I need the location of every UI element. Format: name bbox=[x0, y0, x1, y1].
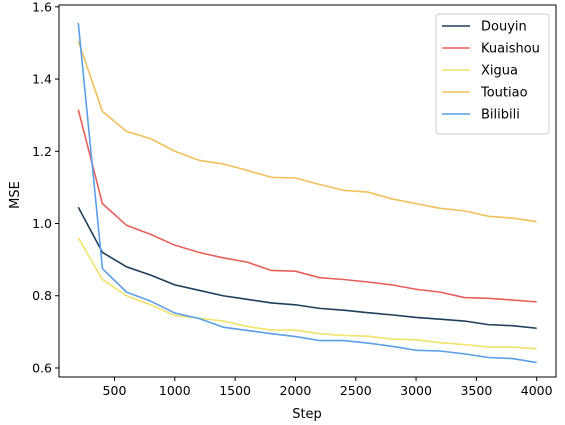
legend-label-douyin: Douyin bbox=[481, 20, 527, 35]
series-line-toutiao bbox=[77, 40, 537, 223]
legend-label-xigua: Xigua bbox=[481, 64, 518, 79]
legend: Douyin Kuaishou Xigua Toutiao Bilibili bbox=[435, 13, 550, 135]
y-axis-ticks: 0.6 0.8 1.0 1.2 1.4 1.6 bbox=[32, 0, 59, 375]
series-lines bbox=[77, 22, 537, 364]
y-axis-label: MSE bbox=[8, 181, 23, 209]
series-line-douyin bbox=[77, 206, 537, 330]
x-axis-label: Step bbox=[292, 407, 322, 422]
series-line-bilibili bbox=[77, 22, 537, 364]
x-tick-label: 4000 bbox=[521, 383, 553, 398]
x-tick-label: 1000 bbox=[159, 383, 191, 398]
x-tick-label: 1500 bbox=[219, 383, 251, 398]
x-tick-label: 2000 bbox=[280, 383, 312, 398]
legend-box bbox=[435, 13, 550, 135]
y-tick-label: 1.0 bbox=[32, 216, 52, 231]
x-tick-label: 3500 bbox=[460, 383, 492, 398]
legend-label-kuaishou: Kuaishou bbox=[481, 42, 540, 57]
x-tick-label: 2500 bbox=[340, 383, 372, 398]
y-tick-label: 0.8 bbox=[32, 288, 52, 303]
y-tick-label: 0.6 bbox=[32, 360, 52, 375]
series-line-kuaishou bbox=[77, 109, 537, 303]
plot-area-frame bbox=[58, 4, 557, 378]
legend-label-bilibili: Bilibili bbox=[481, 108, 520, 123]
y-tick-label: 1.2 bbox=[32, 144, 52, 159]
x-axis-ticks: 500 1000 1500 2000 2500 3000 3500 4000 bbox=[103, 377, 553, 398]
legend-label-toutiao: Toutiao bbox=[480, 86, 528, 101]
x-tick-label: 3000 bbox=[400, 383, 432, 398]
x-tick-label: 500 bbox=[103, 383, 127, 398]
y-tick-label: 1.6 bbox=[32, 0, 52, 14]
y-tick-label: 1.4 bbox=[32, 72, 52, 87]
series-line-xigua bbox=[77, 237, 537, 350]
